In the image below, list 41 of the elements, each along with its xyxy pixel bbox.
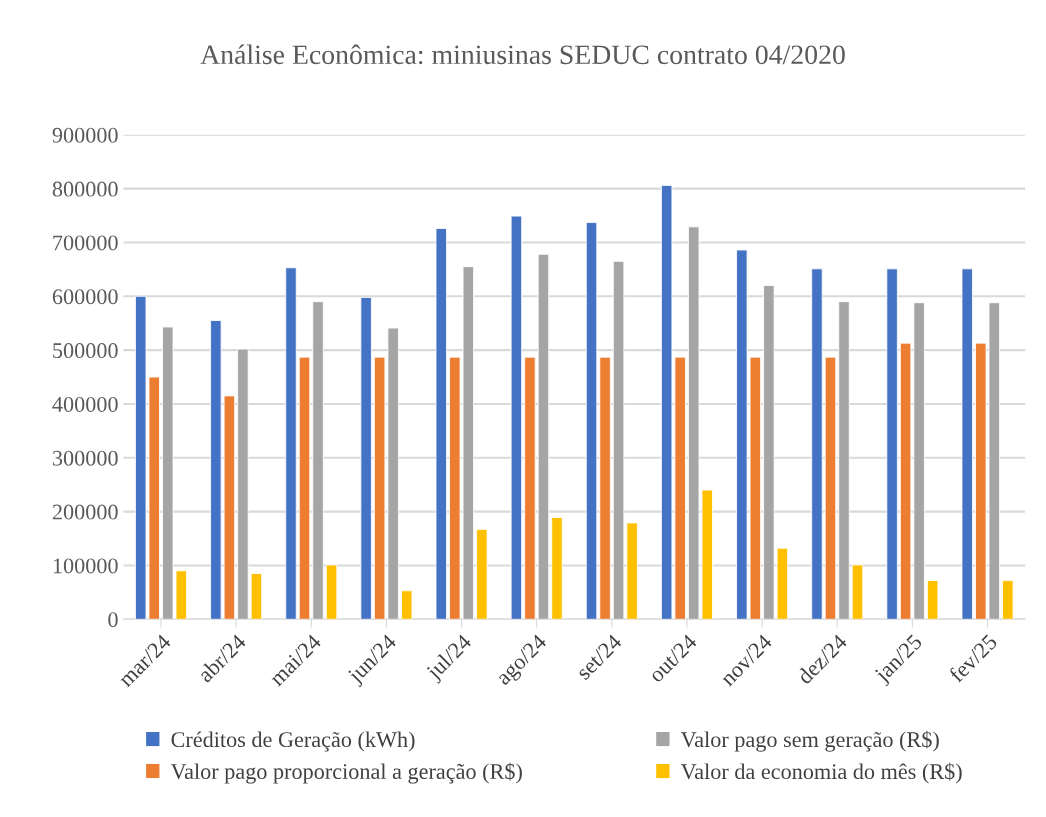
bar (1002, 580, 1014, 620)
bar (838, 301, 850, 620)
y-tick-label: 400000 (52, 396, 118, 412)
chart-title: Análise Econômica: miniusinas SEDUC contrato 04/2020 (200, 44, 845, 65)
legend-label: Valor pago sem geração (R$) (680, 730, 939, 752)
y-tick-label: 600000 (52, 289, 118, 305)
bar (811, 268, 823, 620)
bar (285, 267, 297, 620)
bar (237, 348, 249, 620)
y-tick-label: 100000 (53, 558, 118, 574)
bar (298, 356, 311, 620)
bar (476, 528, 488, 620)
bar (537, 253, 550, 620)
bar (599, 356, 611, 620)
bar (524, 356, 536, 620)
bar (612, 260, 625, 620)
bar (325, 564, 338, 620)
y-tick-label: 300000 (52, 450, 118, 466)
bar (626, 522, 638, 620)
bar (312, 301, 324, 620)
bar (585, 222, 598, 620)
y-tick-label: 800000 (52, 181, 118, 197)
bar (886, 268, 898, 620)
bar (851, 564, 864, 620)
bar (360, 296, 372, 620)
legend-label: Créditos de Geração (kWh) (171, 731, 415, 752)
bar (824, 356, 837, 620)
y-tick-label: 900000 (52, 127, 118, 143)
bar (961, 268, 973, 620)
legend-label: Valor pago proporcional a geração (R$) (170, 762, 522, 784)
bar (435, 228, 447, 620)
bar (926, 580, 939, 620)
legend-label: Valor da economia do mês (R$) (680, 762, 962, 784)
bar (401, 590, 413, 620)
bar (551, 517, 563, 620)
y-tick-label: 0 (108, 612, 118, 628)
y-tick-label: 700000 (53, 235, 118, 251)
bar (250, 573, 263, 620)
y-tick-label: 200000 (52, 504, 118, 520)
bar (510, 215, 523, 620)
y-tick-label: 500000 (53, 343, 118, 359)
